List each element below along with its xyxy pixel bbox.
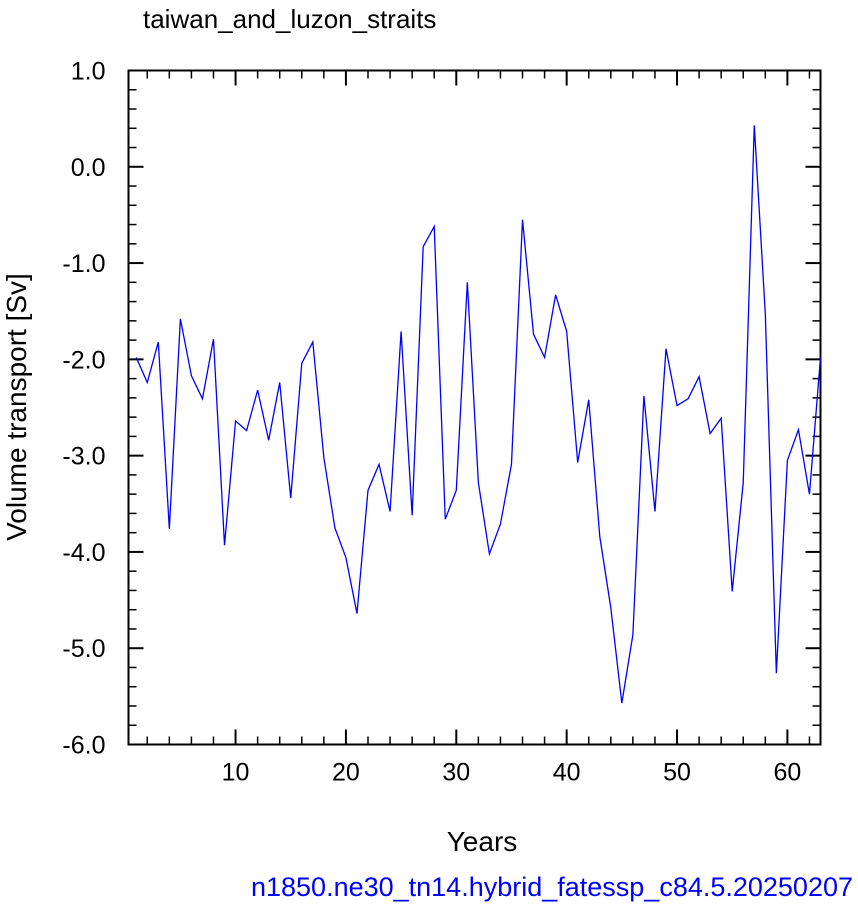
x-axis-tick-labels: 10 20 30 40 50 60 [222, 759, 802, 787]
x-tick-label: 30 [442, 759, 470, 787]
y-tick-label: 0.0 [71, 154, 106, 182]
y-axis-title: Volume transport [Sv] [1, 273, 32, 541]
y-tick-label: -2.0 [62, 346, 105, 374]
y-tick-label: -5.0 [62, 635, 105, 663]
y-tick-label: -1.0 [62, 250, 105, 278]
x-tick-label: 50 [663, 759, 691, 787]
y-tick-label: -6.0 [62, 732, 105, 760]
plot-area: 1.0 0.0 -1.0 -2.0 -3.0 -4.0 -5.0 -6.0 10 20 30 40 5… [62, 58, 822, 787]
x-tick-label: 60 [773, 759, 801, 787]
chart-title: taiwan_and_luzon_straits [143, 4, 436, 34]
series-line [135, 125, 822, 704]
y-tick-label: -3.0 [62, 443, 105, 471]
x-tick-label: 10 [222, 759, 250, 787]
y-axis-ticks [128, 69, 821, 746]
x-tick-label: 40 [553, 759, 581, 787]
x-tick-label: 20 [332, 759, 360, 787]
x-axis-ticks [146, 70, 811, 745]
y-tick-label: -4.0 [62, 539, 105, 567]
y-axis-tick-labels: 1.0 0.0 -1.0 -2.0 -3.0 -4.0 -5.0 -6.0 [62, 58, 105, 760]
y-tick-label: 1.0 [71, 58, 106, 86]
plot-frame [127, 69, 822, 746]
footer-caption: n1850.ne30_tn14.hybrid_fatessp_c84.5.202… [251, 872, 853, 902]
x-axis-title: Years [447, 826, 518, 857]
